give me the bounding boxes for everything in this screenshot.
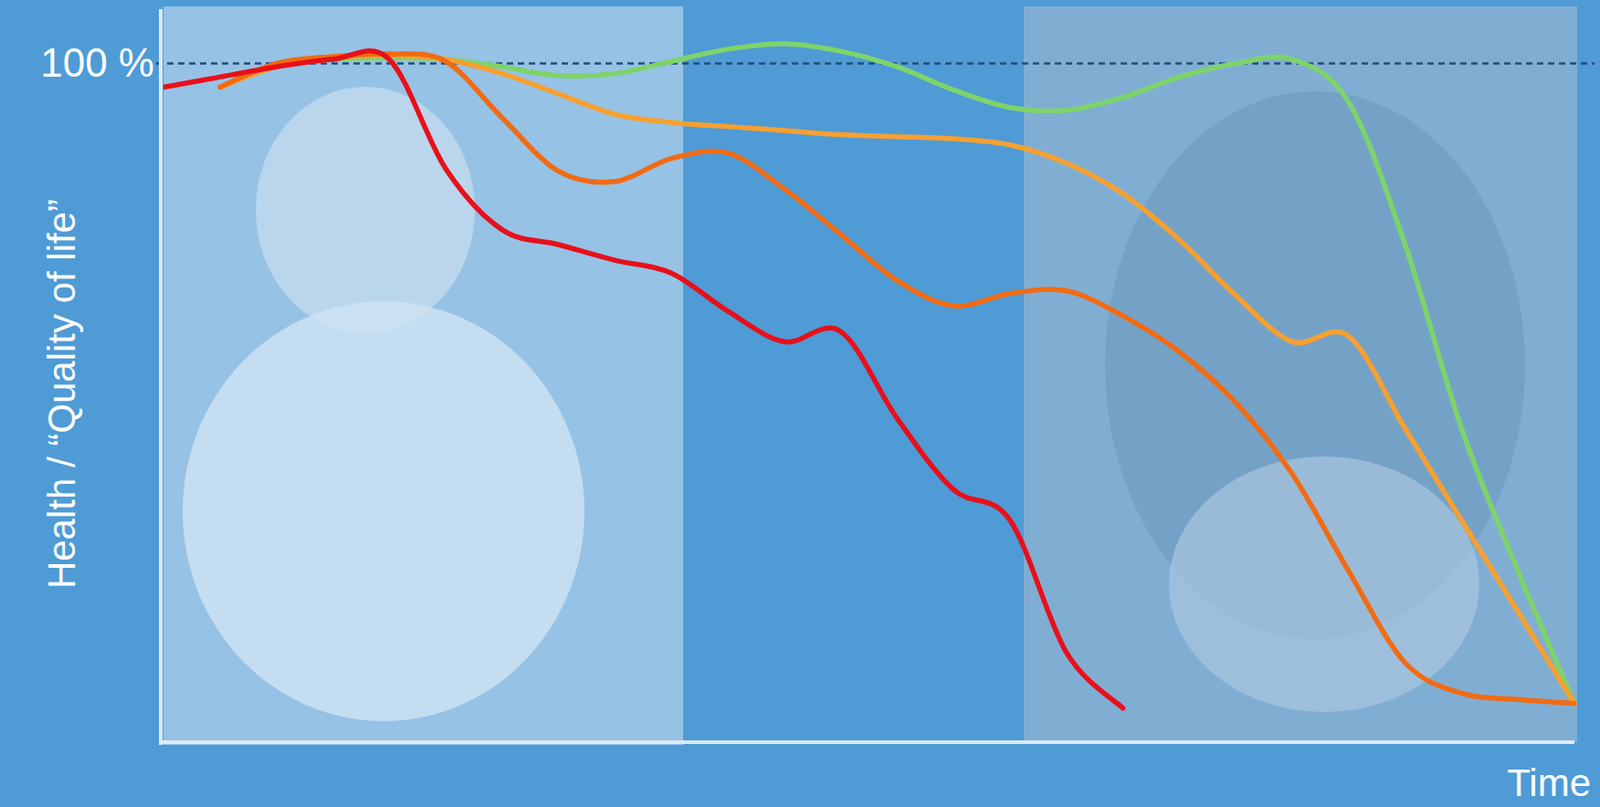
line-series <box>220 43 1575 705</box>
grid-line <box>156 62 1595 65</box>
x-axis <box>160 740 1575 745</box>
plot-area <box>163 43 1575 709</box>
photo-panel <box>163 6 684 746</box>
photo-panel <box>1023 6 1578 743</box>
y-axis <box>158 9 163 746</box>
chart: 100 % Health / “Quality of life” Time <box>0 0 1600 807</box>
background <box>0 0 1600 807</box>
photo-figure <box>182 301 585 722</box>
line-series <box>163 51 1124 709</box>
photo-figure <box>255 86 475 334</box>
y-tick-label: 100 % <box>40 40 155 85</box>
y-axis-title: Health / “Quality of life” <box>40 199 84 590</box>
photo-figure <box>1168 456 1480 713</box>
x-axis-title: Time <box>1506 761 1591 805</box>
line-series <box>220 53 1575 705</box>
